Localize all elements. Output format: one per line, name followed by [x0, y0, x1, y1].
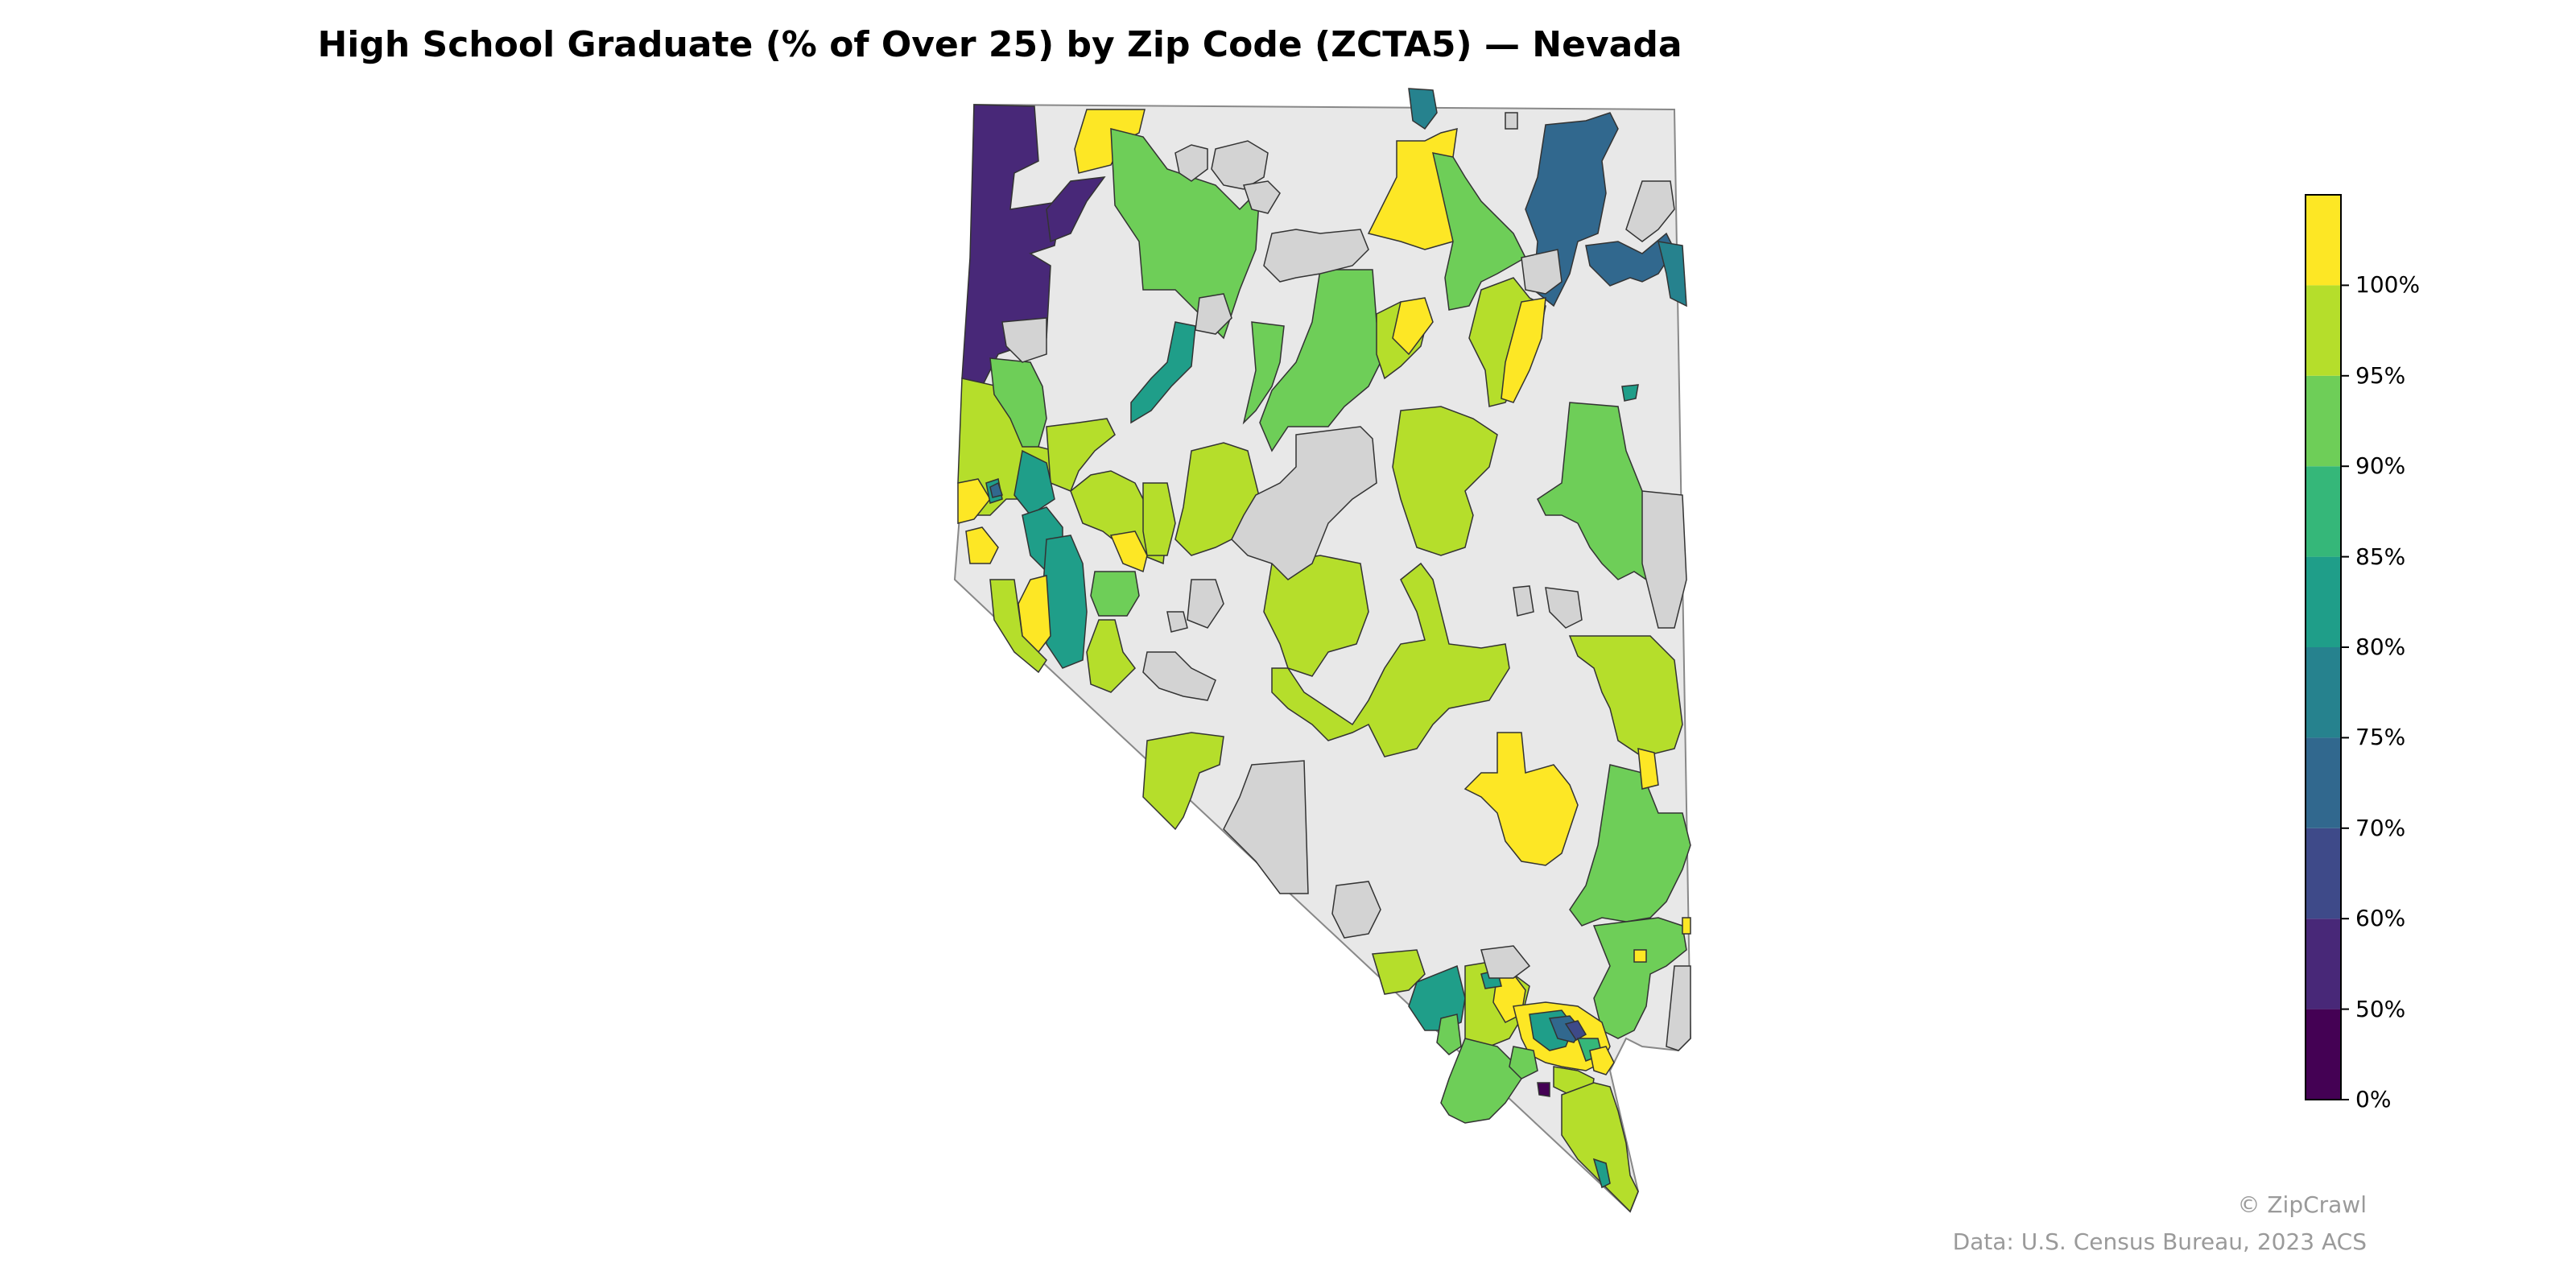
zcta-region-no-data [1641, 490, 1687, 629]
zcta-region [989, 481, 1003, 498]
zcta-region [1392, 297, 1434, 356]
zcta-region [1589, 1046, 1615, 1075]
zcta-region-no-data [1187, 579, 1224, 629]
zcta-region [1657, 241, 1687, 308]
colorbar-tick-label: 0% [2355, 1086, 2392, 1113]
zcta-region [1585, 232, 1675, 287]
zcta-region [1142, 732, 1224, 831]
zcta-region [1086, 619, 1136, 693]
zcta-region [1621, 384, 1639, 402]
colorbar-tick-label: 50% [2355, 995, 2406, 1022]
colorbar-segment [2306, 556, 2341, 647]
zcta-region-no-data [1480, 945, 1531, 979]
zcta-region [1432, 152, 1526, 311]
colorbar-segment [2306, 285, 2341, 376]
colorbar-tick-label: 60% [2355, 905, 2406, 932]
zcta-region [1109, 530, 1148, 573]
colorbar-segment [2306, 919, 2341, 1009]
zcta-region [1013, 449, 1055, 517]
zcta-region-no-data [1223, 760, 1309, 894]
zcta-region-no-data [1625, 180, 1675, 242]
zcta-region-no-data [1513, 585, 1534, 617]
colorbar-tick-label: 95% [2355, 361, 2406, 389]
zcta-region-no-data [1166, 611, 1188, 633]
zcta-region [965, 526, 999, 564]
zcta-region-no-data [1243, 180, 1281, 214]
zcta-region [1130, 321, 1196, 424]
zcta-region [1537, 1082, 1550, 1097]
zcta-region [1242, 321, 1285, 425]
colorbar-tick-label: 80% [2355, 634, 2406, 660]
colorbar-segment [2306, 195, 2341, 286]
zcta-region-no-data [1666, 965, 1691, 1051]
zcta-region [1633, 949, 1647, 963]
colorbar-tick-label: 85% [2355, 543, 2406, 570]
colorbar-legend [2305, 194, 2349, 1100]
zcta-region [1568, 635, 1683, 758]
zcta-region-no-data [1545, 587, 1583, 629]
zcta-region [1440, 1038, 1522, 1124]
colorbar-segment [2306, 1009, 2341, 1100]
zcta-region [1263, 555, 1369, 677]
zcta-region [1046, 176, 1106, 243]
zcta-region-no-data [1331, 881, 1381, 939]
zcta-region [1637, 748, 1659, 790]
zcta-region-no-data [1142, 651, 1216, 701]
credit-text: © ZipCrawl [2237, 1191, 2367, 1218]
zcta-region-no-data [1263, 229, 1369, 283]
colorbar-tick-label: 90% [2355, 452, 2406, 480]
zcta-region [1537, 402, 1659, 581]
zcta-region [1142, 482, 1176, 556]
zcta-region [1682, 917, 1691, 935]
data-source-text: Data: U.S. Census Bureau, 2023 ACS [1952, 1228, 2367, 1255]
zcta-region [1509, 1046, 1538, 1080]
zcta-region [1408, 88, 1438, 130]
colorbar-segment [2306, 828, 2341, 919]
page-title: High School Graduate (% of Over 25) by Z… [317, 24, 1682, 65]
zcta-region [1561, 1082, 1639, 1213]
zcta-region [1271, 562, 1510, 758]
zcta-region-no-data [1001, 317, 1047, 363]
zcta-region [1436, 1013, 1462, 1055]
zcta-region [1090, 571, 1140, 617]
zcta-region [1569, 764, 1691, 927]
zcta-region [1392, 406, 1498, 556]
zcta-regions [957, 88, 1691, 1213]
zcta-region [1592, 1158, 1611, 1189]
zcta-region [1564, 1020, 1587, 1042]
zcta-region-no-data [1521, 249, 1563, 295]
zcta-region [1501, 297, 1546, 403]
colorbar-tick-label: 70% [2355, 814, 2406, 841]
zcta-region [957, 478, 991, 524]
zcta-region-no-data [1195, 293, 1232, 335]
colorbar-segment [2306, 375, 2341, 467]
zcta-region [989, 357, 1047, 448]
zcta-region-no-data [1174, 144, 1208, 182]
zcta-region [1046, 418, 1116, 492]
colorbar-segment [2306, 647, 2341, 738]
zcta-region [1463, 732, 1579, 866]
zcta-region-no-data [1505, 112, 1518, 130]
colorbar-segment [2306, 737, 2341, 828]
colorbar-segment [2306, 466, 2341, 557]
colorbar-tick-label: 100% [2355, 271, 2421, 299]
zcta-region [989, 579, 1047, 674]
zcta-region-no-data [1231, 426, 1377, 580]
colorbar-tick-label: 75% [2355, 724, 2406, 751]
